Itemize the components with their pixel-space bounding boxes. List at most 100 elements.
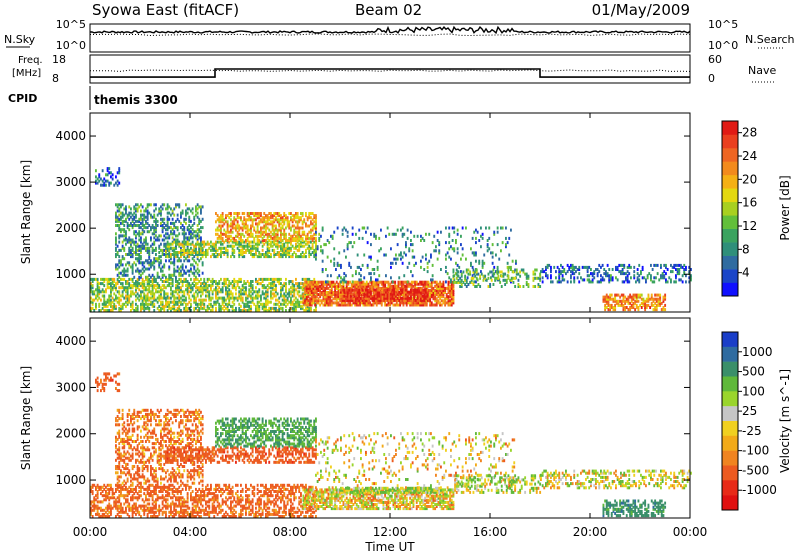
heatmap-cell bbox=[166, 294, 169, 298]
heatmap-cell bbox=[191, 207, 194, 211]
heatmap-cell bbox=[93, 290, 96, 294]
heatmap-cell bbox=[223, 232, 226, 236]
heatmap-cell bbox=[165, 277, 167, 281]
heatmap-cell bbox=[266, 290, 269, 294]
heatmap-cell bbox=[270, 236, 272, 240]
heatmap-cell bbox=[266, 284, 269, 288]
heatmap-cell bbox=[492, 283, 495, 286]
heatmap-cell bbox=[261, 236, 264, 240]
heatmap-cell bbox=[176, 282, 179, 286]
heatmap-cell bbox=[393, 232, 396, 236]
heatmap-cell bbox=[396, 228, 399, 232]
heatmap-cell bbox=[226, 255, 229, 259]
heatmap-cell bbox=[385, 253, 387, 257]
heatmap-cell bbox=[425, 280, 428, 284]
heatmap-cell bbox=[406, 280, 409, 284]
heatmap-cell bbox=[305, 280, 308, 284]
heatmap-cell bbox=[295, 212, 297, 215]
heatmap-cell bbox=[150, 275, 152, 279]
heatmap-cell bbox=[148, 261, 151, 265]
heatmap-cell bbox=[636, 272, 639, 276]
heatmap-cell bbox=[550, 270, 552, 274]
heatmap-cell bbox=[186, 290, 189, 294]
heatmap-cell bbox=[226, 236, 229, 240]
heatmap-cell bbox=[133, 240, 136, 244]
heatmap-cell bbox=[96, 282, 99, 286]
heatmap-cell bbox=[130, 253, 132, 256]
heatmap-cell bbox=[146, 306, 149, 310]
heatmap-cell bbox=[638, 280, 641, 284]
heatmap-cell bbox=[250, 304, 252, 308]
heatmap-cell bbox=[175, 205, 177, 209]
heatmap-cell bbox=[146, 304, 149, 308]
heatmap-cell bbox=[612, 308, 615, 312]
heatmap-cell bbox=[605, 274, 607, 278]
heatmap-cell bbox=[447, 282, 450, 286]
heatmap-cell bbox=[609, 293, 612, 297]
heatmap-cell bbox=[537, 276, 540, 280]
heatmap-cell bbox=[125, 219, 127, 223]
heatmap-cell bbox=[620, 301, 623, 305]
heatmap-cell bbox=[100, 282, 102, 286]
heatmap-cell bbox=[246, 230, 249, 234]
heatmap-cell bbox=[278, 309, 281, 312]
heatmap-cell bbox=[276, 218, 279, 222]
heatmap-cell bbox=[439, 282, 442, 286]
heatmap-cell bbox=[376, 259, 379, 263]
heatmap-cell bbox=[450, 301, 453, 305]
heatmap-cell bbox=[128, 261, 131, 265]
heatmap-cell bbox=[408, 247, 411, 251]
heatmap-cell bbox=[300, 306, 302, 310]
heatmap-cell bbox=[293, 251, 296, 254]
heatmap-cell bbox=[176, 234, 179, 238]
heatmap-cell bbox=[626, 278, 629, 282]
heatmap-cell bbox=[340, 294, 342, 298]
heatmap-cell bbox=[183, 219, 186, 223]
heatmap-cell bbox=[170, 277, 172, 281]
heatmap-cell bbox=[266, 294, 269, 298]
heatmap-cell bbox=[525, 280, 528, 284]
heatmap-cell bbox=[195, 209, 197, 213]
heatmap-cell bbox=[200, 277, 202, 281]
heatmap-cell bbox=[406, 298, 409, 302]
heatmap-cell bbox=[118, 169, 121, 173]
heatmap-cell bbox=[138, 259, 141, 263]
heatmap-cell bbox=[510, 276, 513, 280]
heatmap-cell bbox=[186, 280, 189, 283]
heatmap-cell bbox=[141, 286, 144, 290]
heatmap-cell bbox=[126, 273, 129, 277]
beam-label: Beam 02 bbox=[355, 1, 422, 19]
heatmap-cell bbox=[306, 242, 309, 246]
heatmap-cell bbox=[125, 290, 127, 294]
heatmap-cell bbox=[191, 251, 194, 254]
heatmap-cell bbox=[180, 296, 182, 300]
heatmap-cell bbox=[324, 295, 327, 299]
heatmap-cell bbox=[409, 303, 412, 307]
heatmap-cell bbox=[270, 282, 272, 286]
heatmap-cell bbox=[146, 302, 149, 306]
heatmap-cell bbox=[296, 222, 299, 226]
heatmap-cell bbox=[131, 300, 134, 304]
heatmap-cell bbox=[170, 246, 172, 250]
heatmap-cell bbox=[301, 214, 304, 218]
heatmap-cell bbox=[337, 291, 340, 294]
heatmap-cell bbox=[153, 267, 156, 271]
heatmap-cell bbox=[285, 253, 287, 256]
heatmap-cell bbox=[281, 309, 284, 312]
heatmap-cell bbox=[339, 293, 342, 297]
heatmap-cell bbox=[593, 270, 596, 274]
heatmap-cell bbox=[190, 269, 192, 273]
heatmap-cell bbox=[600, 265, 602, 269]
heatmap-cell bbox=[449, 289, 452, 292]
heatmap-cell bbox=[386, 226, 389, 230]
heatmap-cell bbox=[173, 263, 176, 267]
heatmap-cell bbox=[216, 296, 219, 300]
heatmap-cell bbox=[630, 276, 632, 280]
heatmap-cell bbox=[614, 306, 617, 309]
heatmap-cell bbox=[290, 302, 292, 306]
heatmap-cell bbox=[301, 255, 304, 259]
heatmap-cell bbox=[300, 244, 302, 248]
heatmap-cell bbox=[334, 301, 337, 305]
heatmap-cell bbox=[465, 270, 468, 274]
heatmap-cell bbox=[629, 301, 632, 305]
